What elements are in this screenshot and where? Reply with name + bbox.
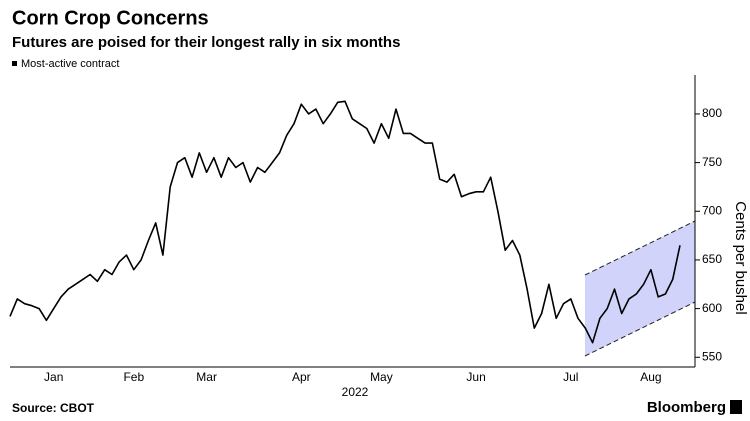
legend-swatch [12, 61, 17, 66]
y-tick-label: 650 [702, 252, 722, 266]
x-tick-label: May [370, 370, 393, 384]
brand: Bloomberg [647, 399, 726, 416]
x-tick-label: Mar [196, 370, 217, 384]
y-tick-label: 750 [702, 155, 722, 169]
x-tick-label: Apr [292, 370, 311, 384]
x-tick-label: Jan [44, 370, 63, 384]
y-tick-label: 800 [702, 106, 722, 120]
source: Source: CBOT [12, 401, 95, 415]
legend-label: Most-active contract [21, 58, 119, 70]
x-tick-label: Jun [466, 370, 485, 384]
chart-subtitle: Futures are poised for their longest ral… [12, 34, 400, 51]
y-tick-label: 600 [702, 301, 722, 315]
channel-upper [584, 220, 696, 276]
line [9, 100, 681, 344]
y-tick-label: 700 [702, 203, 722, 217]
y-axis-label: Cents per bushel [732, 201, 749, 314]
x-axis-label: 2022 [342, 385, 369, 399]
chart-title: Corn Crop Concerns [12, 7, 209, 29]
channel-lower [584, 301, 696, 357]
brand-icon [730, 400, 742, 414]
x-tick-label: Feb [123, 370, 144, 384]
x-tick-label: Aug [640, 370, 661, 384]
x-tick-label: Jul [563, 370, 578, 384]
y-tick-label: 550 [702, 349, 722, 363]
